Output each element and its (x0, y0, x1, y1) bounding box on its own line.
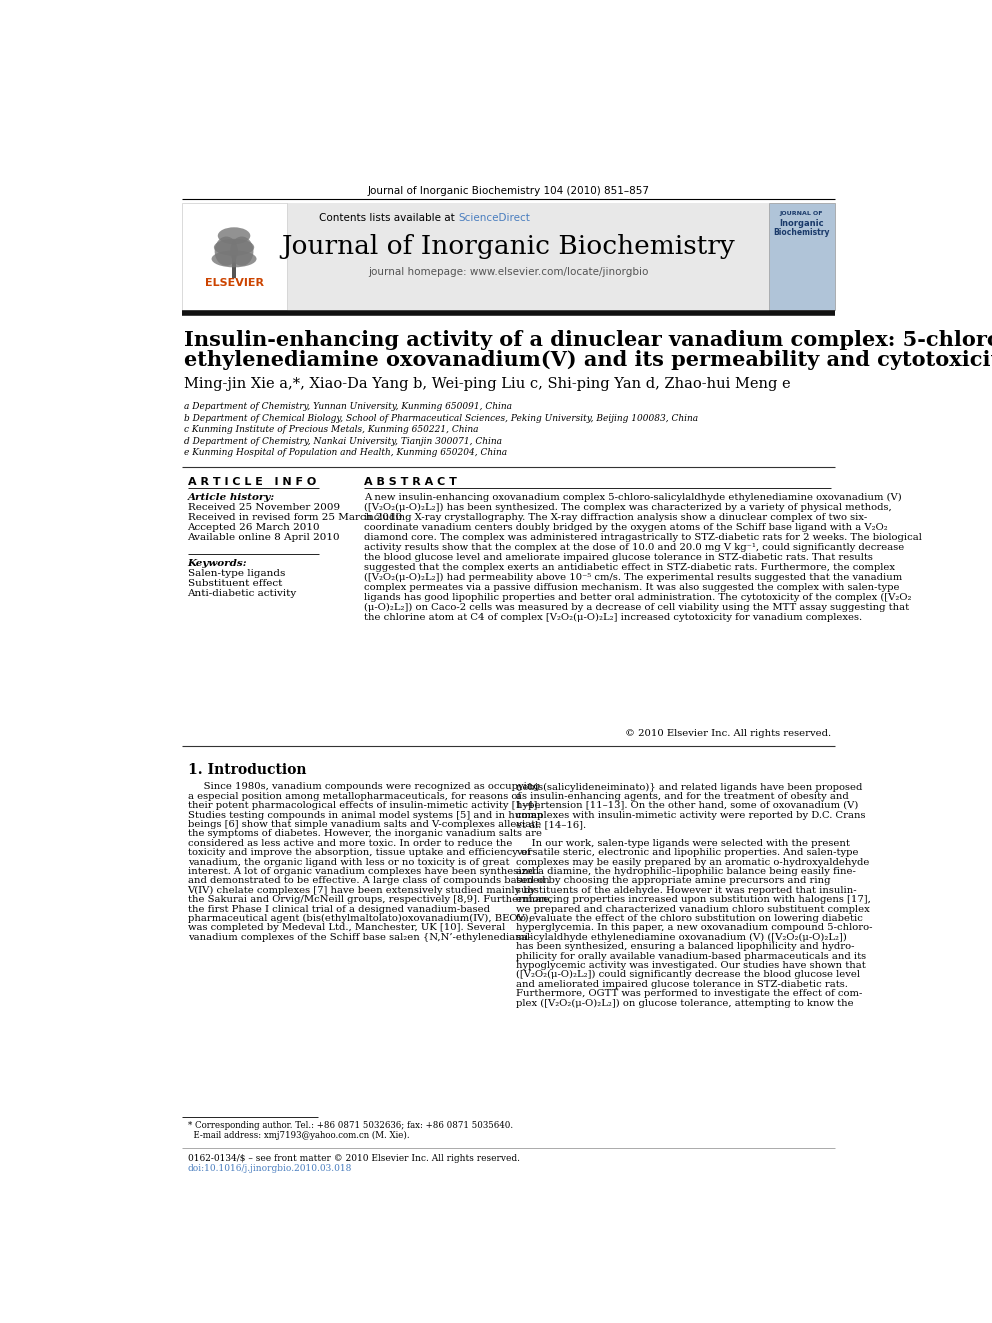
Text: versatile steric, electronic and lipophilic properties. And salen-type: versatile steric, electronic and lipophi… (516, 848, 859, 857)
Text: Keywords:: Keywords: (187, 560, 247, 568)
Text: © 2010 Elsevier Inc. All rights reserved.: © 2010 Elsevier Inc. All rights reserved… (625, 729, 831, 737)
Text: the first Phase I clinical trial of a designed vanadium-based: the first Phase I clinical trial of a de… (187, 905, 489, 914)
Ellipse shape (214, 237, 238, 266)
Text: interest. A lot of organic vanadium complexes have been synthesized: interest. A lot of organic vanadium comp… (187, 867, 539, 876)
Text: considered as less active and more toxic. In order to reduce the: considered as less active and more toxic… (187, 839, 512, 848)
Text: diamond core. The complex was administered intragastrically to STZ-diabetic rats: diamond core. The complex was administer… (364, 533, 923, 542)
Text: (μ-O)₂L₂]) on Caco-2 cells was measured by a decrease of cell viability using th: (μ-O)₂L₂]) on Caco-2 cells was measured … (364, 603, 910, 613)
Text: pharmaceutical agent (bis(ethylmaltolato)oxovanadium(IV), BEOV),: pharmaceutical agent (bis(ethylmaltolato… (187, 914, 532, 923)
Text: A new insulin-enhancing oxovanadium complex 5-chloro-salicylaldhyde ethylenediam: A new insulin-enhancing oxovanadium comp… (364, 493, 902, 501)
Text: Journal of Inorganic Biochemistry 104 (2010) 851–857: Journal of Inorganic Biochemistry 104 (2… (367, 187, 650, 197)
Text: e Kunming Hospital of Population and Health, Kunming 650204, China: e Kunming Hospital of Population and Hea… (185, 448, 508, 458)
Text: hypoglycemic activity was investigated. Our studies have shown that: hypoglycemic activity was investigated. … (516, 960, 866, 970)
Text: the chlorine atom at C4 of complex [V₂O₂(μ-O)₂L₂] increased cytotoxicity for van: the chlorine atom at C4 of complex [V₂O₂… (364, 613, 862, 622)
Ellipse shape (230, 237, 253, 266)
Text: including X-ray crystallography. The X-ray diffraction analysis show a dinuclear: including X-ray crystallography. The X-r… (364, 513, 867, 523)
Text: the blood glucose level and ameliorate impaired glucose tolerance in STZ-diabeti: the blood glucose level and ameliorate i… (364, 553, 873, 562)
Text: vanadium, the organic ligand with less or no toxicity is of great: vanadium, the organic ligand with less o… (187, 857, 509, 867)
Text: to evaluate the effect of the chloro substitution on lowering diabetic: to evaluate the effect of the chloro sub… (516, 914, 863, 923)
Text: c Kunming Institute of Precious Metals, Kunming 650221, China: c Kunming Institute of Precious Metals, … (185, 425, 479, 434)
Text: In our work, salen-type ligands were selected with the present: In our work, salen-type ligands were sel… (516, 839, 850, 848)
Text: nebis(salicylideneiminato)} and related ligands have been proposed: nebis(salicylideneiminato)} and related … (516, 782, 862, 791)
Text: Studies testing compounds in animal model systems [5] and in human: Studies testing compounds in animal mode… (187, 811, 543, 820)
Text: V(IV) chelate complexes [7] have been extensively studied mainly by: V(IV) chelate complexes [7] have been ex… (187, 886, 536, 894)
Text: and ameliorated impaired glucose tolerance in STZ-diabetic rats.: and ameliorated impaired glucose toleran… (516, 980, 848, 988)
Text: complexes may be easily prepared by an aromatic o-hydroxyaldehyde: complexes may be easily prepared by an a… (516, 857, 870, 867)
Text: vanadium complexes of the Schiff base sal₂en {N,N’-ethylenediami-: vanadium complexes of the Schiff base sa… (187, 933, 531, 942)
Text: their potent pharmacological effects of insulin-mimetic activity [1–4].: their potent pharmacological effects of … (187, 802, 540, 810)
Text: complex permeates via a passive diffusion mechanism. It was also suggested the c: complex permeates via a passive diffusio… (364, 583, 900, 591)
Text: E-mail address: xmj7193@yahoo.com.cn (M. Xie).: E-mail address: xmj7193@yahoo.com.cn (M.… (187, 1130, 409, 1139)
Ellipse shape (214, 239, 254, 255)
Text: ligands has good lipophilic properties and better oral administration. The cytot: ligands has good lipophilic properties a… (364, 593, 912, 602)
Text: * Corresponding author. Tel.: +86 0871 5032636; fax: +86 0871 5035640.: * Corresponding author. Tel.: +86 0871 5… (187, 1122, 513, 1130)
Text: activity results show that the complex at the dose of 10.0 and 20.0 mg V kg⁻¹, c: activity results show that the complex a… (364, 542, 905, 552)
Text: et al. [14–16].: et al. [14–16]. (516, 820, 586, 830)
Text: Received in revised form 25 March 2010: Received in revised form 25 March 2010 (187, 513, 402, 523)
Text: b Department of Chemical Biology, School of Pharmaceutical Sciences, Peking Univ: b Department of Chemical Biology, School… (185, 414, 698, 422)
Text: Journal of Inorganic Biochemistry: Journal of Inorganic Biochemistry (282, 234, 735, 259)
Text: toxicity and improve the absorption, tissue uptake and efficiency of: toxicity and improve the absorption, tis… (187, 848, 531, 857)
Text: 0162-0134/$ – see front matter © 2010 Elsevier Inc. All rights reserved.: 0162-0134/$ – see front matter © 2010 El… (187, 1155, 520, 1163)
Text: Anti-diabetic activity: Anti-diabetic activity (187, 589, 297, 598)
Text: tuned by choosing the appropriate amine precursors and ring: tuned by choosing the appropriate amine … (516, 876, 830, 885)
Text: as insulin-enhancing agents, and for the treatment of obesity and: as insulin-enhancing agents, and for the… (516, 792, 849, 800)
Text: A B S T R A C T: A B S T R A C T (364, 476, 457, 487)
Text: was completed by Medeval Ltd., Manchester, UK [10]. Several: was completed by Medeval Ltd., Mancheste… (187, 923, 505, 933)
Text: plex ([V₂O₂(μ-O)₂L₂]) on glucose tolerance, attempting to know the: plex ([V₂O₂(μ-O)₂L₂]) on glucose toleran… (516, 999, 854, 1008)
Text: ethylenediamine oxovanadium(V) and its permeability and cytotoxicity: ethylenediamine oxovanadium(V) and its p… (185, 349, 992, 369)
Text: we prepared and characterized vanadium chloro substituent complex: we prepared and characterized vanadium c… (516, 905, 870, 914)
Text: hypertension [11–13]. On the other hand, some of oxovanadium (V): hypertension [11–13]. On the other hand,… (516, 802, 858, 811)
Text: journal homepage: www.elsevier.com/locate/jinorgbio: journal homepage: www.elsevier.com/locat… (368, 266, 649, 277)
Text: has been synthesized, ensuring a balanced lipophilicity and hydro-: has been synthesized, ensuring a balance… (516, 942, 855, 951)
Bar (287, 204, 769, 310)
Bar (769, 204, 834, 310)
Text: Received 25 November 2009: Received 25 November 2009 (187, 503, 339, 512)
Bar (232, 255, 236, 278)
Text: Contents lists available at: Contents lists available at (319, 213, 458, 222)
Text: Insulin-enhancing activity of a dinuclear vanadium complex: 5-chloro-salicylaldh: Insulin-enhancing activity of a dinuclea… (185, 329, 992, 349)
Text: doi:10.1016/j.jinorgbio.2010.03.018: doi:10.1016/j.jinorgbio.2010.03.018 (187, 1164, 352, 1174)
Text: Furthermore, OGTT was performed to investigate the effect of com-: Furthermore, OGTT was performed to inves… (516, 990, 862, 998)
Bar (183, 204, 287, 310)
Text: ScienceDirect: ScienceDirect (458, 213, 531, 222)
Text: ([V₂O₂(μ-O)₂L₂]) had permeability above 10⁻⁵ cm/s. The experimental results sugg: ([V₂O₂(μ-O)₂L₂]) had permeability above … (364, 573, 903, 582)
Text: 1. Introduction: 1. Introduction (187, 763, 307, 777)
Text: Substituent effect: Substituent effect (187, 579, 282, 589)
Ellipse shape (218, 228, 250, 245)
Text: a Department of Chemistry, Yunnan University, Kunming 650091, China: a Department of Chemistry, Yunnan Univer… (185, 402, 513, 411)
Text: Article history:: Article history: (187, 493, 275, 501)
Text: d Department of Chemistry, Nankai University, Tianjin 300071, China: d Department of Chemistry, Nankai Univer… (185, 437, 503, 446)
Text: Salen-type ligands: Salen-type ligands (187, 569, 285, 578)
Text: a especial position among metallopharmaceuticals, for reasons of: a especial position among metallopharmac… (187, 792, 521, 800)
Text: the Sakurai and Orvig/McNeill groups, respectively [8,9]. Furthermore,: the Sakurai and Orvig/McNeill groups, re… (187, 896, 553, 904)
Text: and demonstrated to be effective. A large class of compounds based on: and demonstrated to be effective. A larg… (187, 876, 550, 885)
Text: the symptoms of diabetes. However, the inorganic vanadium salts are: the symptoms of diabetes. However, the i… (187, 830, 542, 839)
Text: Inorganic: Inorganic (779, 218, 823, 228)
Text: hyperglycemia. In this paper, a new oxovanadium compound 5-chloro-: hyperglycemia. In this paper, a new oxov… (516, 923, 873, 933)
Text: Accepted 26 March 2010: Accepted 26 March 2010 (187, 523, 320, 532)
Text: coordinate vanadium centers doubly bridged by the oxygen atoms of the Schiff bas: coordinate vanadium centers doubly bridg… (364, 523, 888, 532)
Text: complexes with insulin-mimetic activity were reported by D.C. Crans: complexes with insulin-mimetic activity … (516, 811, 866, 820)
Text: beings [6] show that simple vanadium salts and V-complexes alleviate: beings [6] show that simple vanadium sal… (187, 820, 541, 830)
Text: suggested that the complex exerts an antidiabetic effect in STZ-diabetic rats. F: suggested that the complex exerts an ant… (364, 564, 895, 572)
Text: Available online 8 April 2010: Available online 8 April 2010 (187, 533, 340, 542)
Text: and a diamine, the hydrophilic–lipophilic balance being easily fine-: and a diamine, the hydrophilic–lipophili… (516, 867, 856, 876)
Text: substituents of the aldehyde. However it was reported that insulin-: substituents of the aldehyde. However it… (516, 886, 857, 894)
Text: ([V₂O₂(μ-O)₂L₂]) could significantly decrease the blood glucose level: ([V₂O₂(μ-O)₂L₂]) could significantly dec… (516, 970, 860, 979)
Text: JOURNAL OF: JOURNAL OF (780, 212, 823, 216)
Text: ([V₂O₂(μ-O)₂L₂]) has been synthesized. The complex was characterized by a variet: ([V₂O₂(μ-O)₂L₂]) has been synthesized. T… (364, 503, 892, 512)
Text: Since 1980s, vanadium compounds were recognized as occupying: Since 1980s, vanadium compounds were rec… (187, 782, 540, 791)
Text: enhancing properties increased upon substitution with halogens [17],: enhancing properties increased upon subs… (516, 896, 871, 904)
Ellipse shape (211, 250, 257, 267)
Text: Ming-jin Xie a,*, Xiao-Da Yang b, Wei-ping Liu c, Shi-ping Yan d, Zhao-hui Meng : Ming-jin Xie a,*, Xiao-Da Yang b, Wei-pi… (185, 377, 791, 392)
Text: philicity for orally available vanadium-based pharmaceuticals and its: philicity for orally available vanadium-… (516, 951, 866, 960)
Text: ELSEVIER: ELSEVIER (204, 278, 264, 288)
Text: salicylaldhyde ethylenediamine oxovanadium (V) ([V₂O₂(μ-O)₂L₂]): salicylaldhyde ethylenediamine oxovanadi… (516, 933, 847, 942)
Text: A R T I C L E   I N F O: A R T I C L E I N F O (187, 476, 315, 487)
Text: Biochemistry: Biochemistry (773, 228, 829, 237)
